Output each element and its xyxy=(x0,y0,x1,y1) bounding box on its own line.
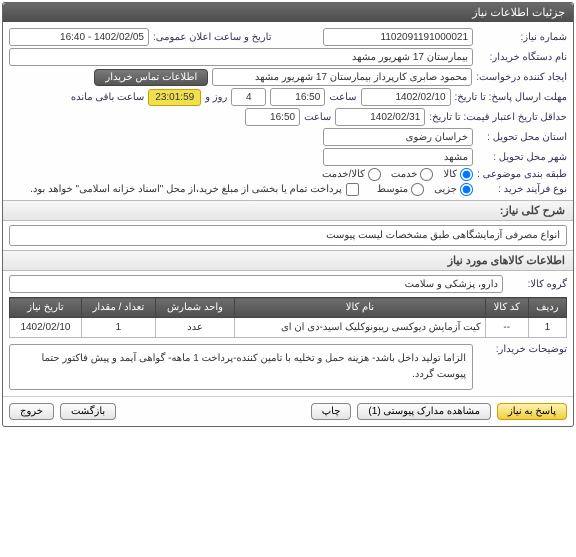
label-remain: ساعت باقی مانده xyxy=(71,92,144,103)
details-panel: جزئیات اطلاعات نیاز شماره نیاز: تاریخ و … xyxy=(2,2,574,427)
th-code: کد کالا xyxy=(485,298,528,318)
radio-minor-input[interactable] xyxy=(460,183,473,196)
radio-minor[interactable]: جزیی xyxy=(434,183,473,196)
panel-body: شماره نیاز: تاریخ و ساعت اعلان عمومی: نا… xyxy=(3,22,573,396)
buyer-notes-field: الزاما تولید داخل باشد- هزینه حمل و تخلی… xyxy=(9,344,473,390)
panel-title: جزئیات اطلاعات نیاز xyxy=(3,3,573,22)
credit-time-field xyxy=(245,108,300,126)
label-buyer-org: نام دستگاه خریدار: xyxy=(477,52,567,63)
label-time-1: ساعت xyxy=(329,92,356,103)
back-button[interactable]: بازگشت xyxy=(60,403,116,420)
contact-info-button[interactable]: اطلاعات تماس خریدار xyxy=(94,69,208,86)
days-left-field xyxy=(231,88,266,106)
radio-service[interactable]: خدمت xyxy=(391,168,434,181)
print-button[interactable]: چاپ xyxy=(311,403,352,420)
credit-date-field xyxy=(335,108,425,126)
category-radio-group: کالا خدمت کالا/خدمت xyxy=(322,168,473,181)
label-deadline: مهلت ارسال پاسخ: تا تاریخ: xyxy=(455,92,567,103)
time-left-badge: 23:01:59 xyxy=(148,89,201,106)
announce-field xyxy=(9,28,149,46)
radio-service-input[interactable] xyxy=(420,168,433,181)
payment-checkbox[interactable] xyxy=(346,183,359,196)
province-field xyxy=(323,128,473,146)
footer-buttons: پاسخ به نیاز مشاهده مدارک پیوستی (1) چاپ… xyxy=(3,396,573,426)
deadline-time-field xyxy=(270,88,325,106)
label-announce: تاریخ و ساعت اعلان عمومی: xyxy=(153,32,272,43)
label-time-2: ساعت xyxy=(304,112,331,123)
th-name: نام کالا xyxy=(235,298,486,318)
label-category: طبقه بندی موضوعی : xyxy=(477,169,567,180)
payment-note-text: پرداخت تمام یا بخشی از مبلغ خرید،از محل … xyxy=(30,184,342,195)
label-goods-group: گروه کالا: xyxy=(507,279,567,290)
radio-both[interactable]: کالا/خدمت xyxy=(322,168,381,181)
section-summary-title: شرح کلی نیاز: xyxy=(3,200,573,221)
payment-check-line: پرداخت تمام یا بخشی از مبلغ خرید،از محل … xyxy=(30,183,359,196)
radio-goods-input[interactable] xyxy=(460,168,473,181)
td-qty: 1 xyxy=(81,318,155,338)
city-field xyxy=(323,148,473,166)
radio-medium[interactable]: متوسط xyxy=(377,183,424,196)
reply-button[interactable]: پاسخ به نیاز xyxy=(497,403,567,420)
table-row[interactable]: 1 -- کیت آزمایش دیوکسی ریبونوکلیک اسید-د… xyxy=(10,318,567,338)
radio-both-input[interactable] xyxy=(368,168,381,181)
buyer-org-field xyxy=(9,48,473,66)
th-date: تاریخ نیاز xyxy=(10,298,82,318)
label-dayand: روز و xyxy=(205,92,227,103)
need-no-field xyxy=(323,28,473,46)
goods-group-field xyxy=(9,275,503,293)
label-need-no: شماره نیاز: xyxy=(477,32,567,43)
table-header-row: ردیف کد کالا نام کالا واحد شمارش تعداد /… xyxy=(10,298,567,318)
th-row: ردیف xyxy=(528,298,566,318)
td-name: کیت آزمایش دیوکسی ریبونوکلیک اسید-دی ان … xyxy=(235,318,486,338)
label-process: نوع فرآیند خرید : xyxy=(477,184,567,195)
td-row: 1 xyxy=(528,318,566,338)
th-qty: تعداد / مقدار xyxy=(81,298,155,318)
section-goods-title: اطلاعات کالاهای مورد نیاز xyxy=(3,250,573,271)
label-requester: ایجاد کننده درخواست: xyxy=(476,72,567,83)
label-city: شهر محل تحویل : xyxy=(477,152,567,163)
radio-medium-input[interactable] xyxy=(411,183,424,196)
exit-button[interactable]: خروج xyxy=(9,403,54,420)
label-province: استان محل تحویل : xyxy=(477,132,567,143)
deadline-date-field xyxy=(361,88,451,106)
th-unit: واحد شمارش xyxy=(155,298,234,318)
goods-table: ردیف کد کالا نام کالا واحد شمارش تعداد /… xyxy=(9,297,567,338)
label-credit-deadline: حداقل تاریخ اعتبار قیمت: تا تاریخ: xyxy=(429,112,567,123)
summary-field: انواع مصرفی آزمایشگاهی طبق مشخصات لیست پ… xyxy=(9,225,567,246)
radio-goods[interactable]: کالا xyxy=(443,168,473,181)
td-code: -- xyxy=(485,318,528,338)
requester-field xyxy=(212,68,472,86)
process-radio-group: جزیی متوسط xyxy=(377,183,473,196)
label-buyer-notes: توضیحات خریدار: xyxy=(477,344,567,355)
attachments-button[interactable]: مشاهده مدارک پیوستی (1) xyxy=(357,403,491,420)
td-date: 1402/02/10 xyxy=(10,318,82,338)
td-unit: عدد xyxy=(155,318,234,338)
